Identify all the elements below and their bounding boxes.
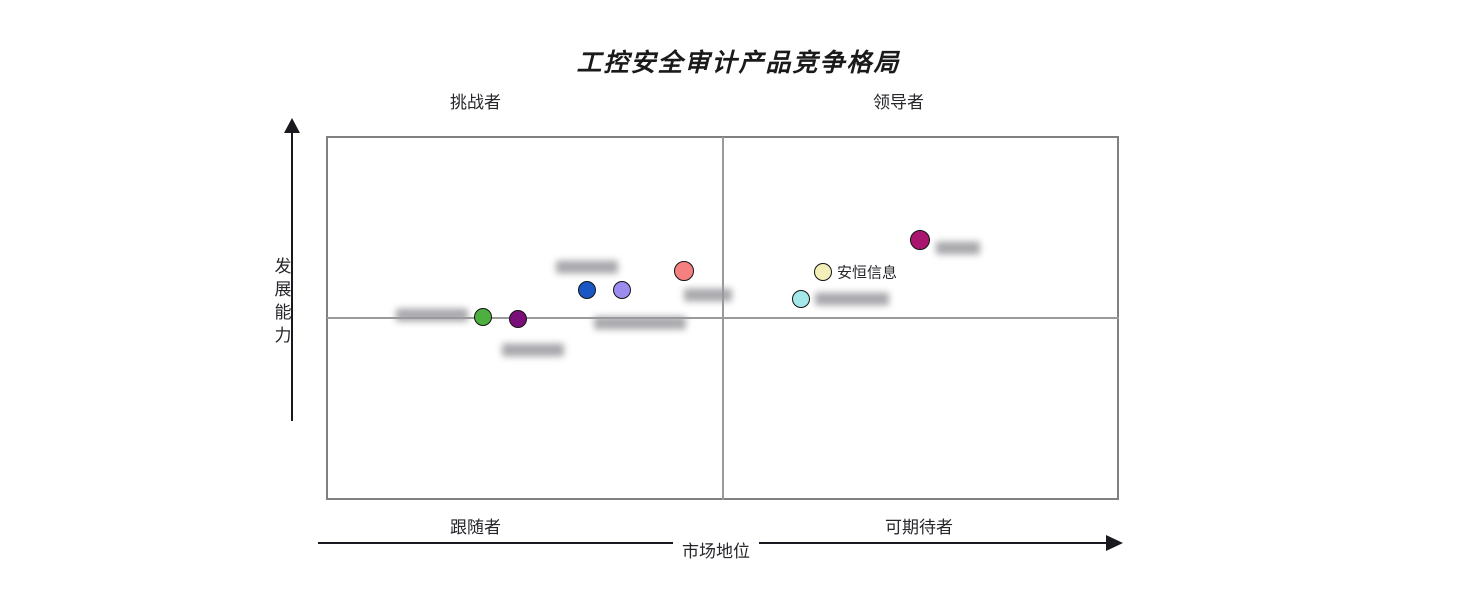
- data-point[interactable]: [508, 309, 527, 328]
- data-point[interactable]: [613, 281, 632, 300]
- y-axis-line: [291, 131, 293, 421]
- chart-title: 工控安全审计产品竞争格局: [576, 50, 901, 77]
- data-point[interactable]: [792, 289, 811, 308]
- data-point[interactable]: [577, 281, 596, 300]
- data-point[interactable]: [910, 230, 931, 251]
- data-point[interactable]: [813, 263, 832, 282]
- data-point-label: [556, 260, 618, 274]
- y-axis-title: 发展能力: [274, 257, 292, 345]
- quadrant-label-challenger: 挑战者: [450, 93, 501, 112]
- y-axis-arrow-icon: [284, 118, 300, 133]
- data-point-label: 安恒信息: [837, 264, 898, 282]
- quadrant-divider-horizontal: [327, 317, 1119, 319]
- quadrant-label-follower: 跟随者: [450, 518, 501, 537]
- data-point-label: [936, 241, 980, 255]
- data-point[interactable]: [674, 261, 695, 282]
- data-point-label: [502, 343, 564, 357]
- x-axis-arrow-icon: [1106, 535, 1123, 551]
- quadrant-label-expected: 可期待者: [885, 518, 953, 537]
- data-point-label: [684, 288, 732, 302]
- data-point-label: [815, 292, 889, 306]
- data-point[interactable]: [474, 308, 493, 327]
- data-point-label: [396, 308, 468, 322]
- data-point-label: [594, 316, 686, 330]
- quadrant-label-leader: 领导者: [873, 93, 924, 112]
- x-axis-title: 市场地位: [673, 537, 759, 562]
